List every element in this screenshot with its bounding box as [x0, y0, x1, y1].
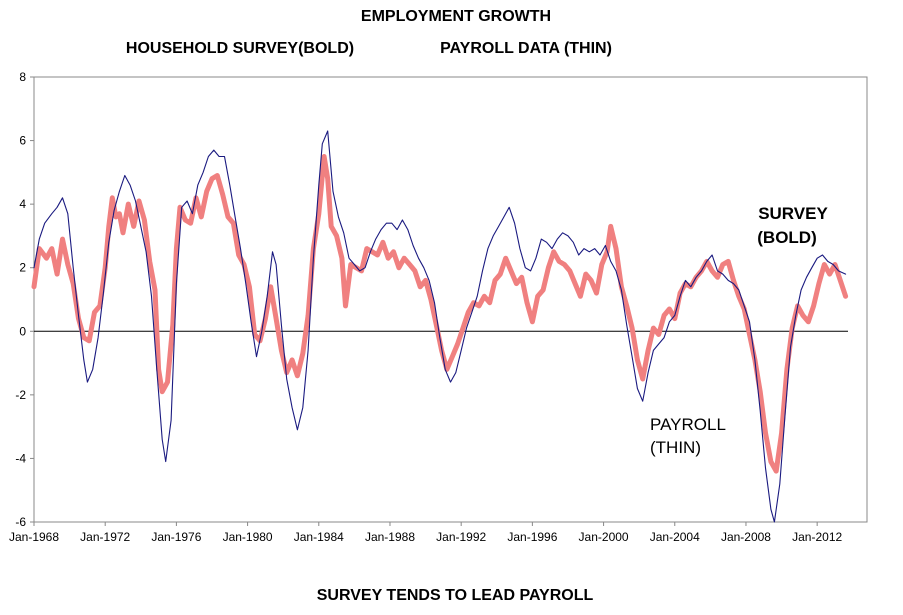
x-tick-label: Jan-1980 — [223, 530, 273, 544]
chart-subtitle-payroll: PAYROLL DATA (THIN) — [440, 40, 612, 57]
x-tick-label: Jan-2004 — [650, 530, 700, 544]
x-tick-label: Jan-1984 — [294, 530, 344, 544]
payroll-data-line — [33, 130, 847, 523]
chart-footer: SURVEY TENDS TO LEAD PAYROLL — [317, 587, 594, 604]
x-tick-label: Jan-2008 — [721, 530, 771, 544]
y-tick-label: 4 — [19, 197, 26, 211]
y-tick-label: 8 — [19, 70, 26, 84]
x-tick-label: Jan-1968 — [9, 530, 59, 544]
chart-title: EMPLOYMENT GROWTH — [361, 8, 551, 25]
y-tick-label: -4 — [15, 451, 26, 465]
y-tick-label: 0 — [19, 324, 26, 338]
x-tick-label: Jan-1992 — [436, 530, 486, 544]
y-tick-label: -2 — [15, 388, 26, 402]
payroll-label-line2: (THIN) — [650, 438, 701, 457]
chart-subtitle-household: HOUSEHOLD SURVEY(BOLD) — [126, 40, 354, 57]
x-tick-label: Jan-1988 — [365, 530, 415, 544]
series-layer — [31, 130, 849, 523]
survey-label-line2: (BOLD) — [757, 228, 816, 247]
payroll-label-line1: PAYROLL — [650, 415, 726, 434]
x-tick-label: Jan-1976 — [151, 530, 201, 544]
x-tick-label: Jan-2012 — [792, 530, 842, 544]
x-tick-label: Jan-1972 — [80, 530, 130, 544]
y-axis: 8 6 4 2 0 -2 -4 -6 — [15, 70, 34, 529]
x-tick-label: Jan-2000 — [579, 530, 629, 544]
y-tick-label: -6 — [15, 515, 26, 529]
survey-label-line1: SURVEY — [758, 204, 828, 223]
y-tick-label: 6 — [19, 134, 26, 148]
x-axis: Jan-1968 Jan-1972 Jan-1976 Jan-1980 Jan-1984… — [9, 522, 843, 544]
y-tick-label: 2 — [19, 261, 26, 275]
x-tick-label: Jan-1996 — [507, 530, 557, 544]
